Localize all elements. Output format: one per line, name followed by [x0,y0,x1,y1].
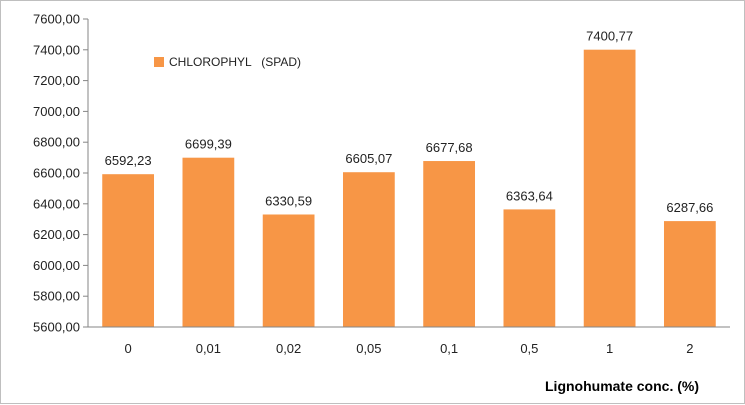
bar [503,209,556,327]
legend: CHLOROPHYL (SPAD) [154,55,301,69]
bar [102,174,155,327]
bar [423,161,476,327]
data-label: 6287,66 [666,200,713,215]
y-tick-label: 6200,00 [33,227,80,242]
data-label: 6330,59 [265,193,312,208]
bar [262,214,315,327]
x-tick-label: 0,01 [196,341,221,356]
x-tick-label: 0,5 [520,341,538,356]
y-axis: 5600,00 5800,00 6000,00 6200,00 6400,00 6600,… [33,12,89,335]
x-tick-label: 0,05 [356,341,381,356]
y-tick-label: 5600,00 [33,320,80,335]
y-tick-label: 7400,00 [33,42,80,57]
y-tick-label: 7000,00 [33,104,80,119]
x-tick-label: 2 [686,341,693,356]
bar [663,221,716,327]
data-label: 6605,07 [345,151,392,166]
x-tick-label: 0,1 [440,341,458,356]
legend-label: CHLOROPHYL (SPAD) [169,55,301,69]
y-tick-label: 7600,00 [33,12,80,27]
y-tick-label: 6600,00 [33,166,80,181]
data-labels-group: 6592,23 6699,39 6330,59 6605,07 6677,68 6363,… [105,29,714,215]
y-tick-label: 6800,00 [33,135,80,150]
y-tick-label: 6400,00 [33,196,80,211]
x-tick-label: 0 [125,341,132,356]
legend-swatch [154,57,164,67]
bar [182,157,235,327]
y-tick-label: 5800,00 [33,289,80,304]
data-label: 6699,39 [185,137,232,152]
data-label: 6363,64 [506,188,553,203]
bar [342,172,395,327]
x-tick-label: 0,02 [276,341,301,356]
data-label: 6677,68 [426,140,473,155]
x-tick-label: 1 [606,341,613,356]
data-label: 6592,23 [105,153,152,168]
x-axis: 0 0,01 0,02 0,05 0,1 0,5 1 2 [88,326,730,356]
x-axis-title: Lignohumate conc. (%) [545,378,699,394]
data-label: 7400,77 [586,29,633,44]
y-tick-label: 6000,00 [33,258,80,273]
bar [583,49,636,327]
bars-group [102,49,716,327]
y-tick-label: 7200,00 [33,73,80,88]
